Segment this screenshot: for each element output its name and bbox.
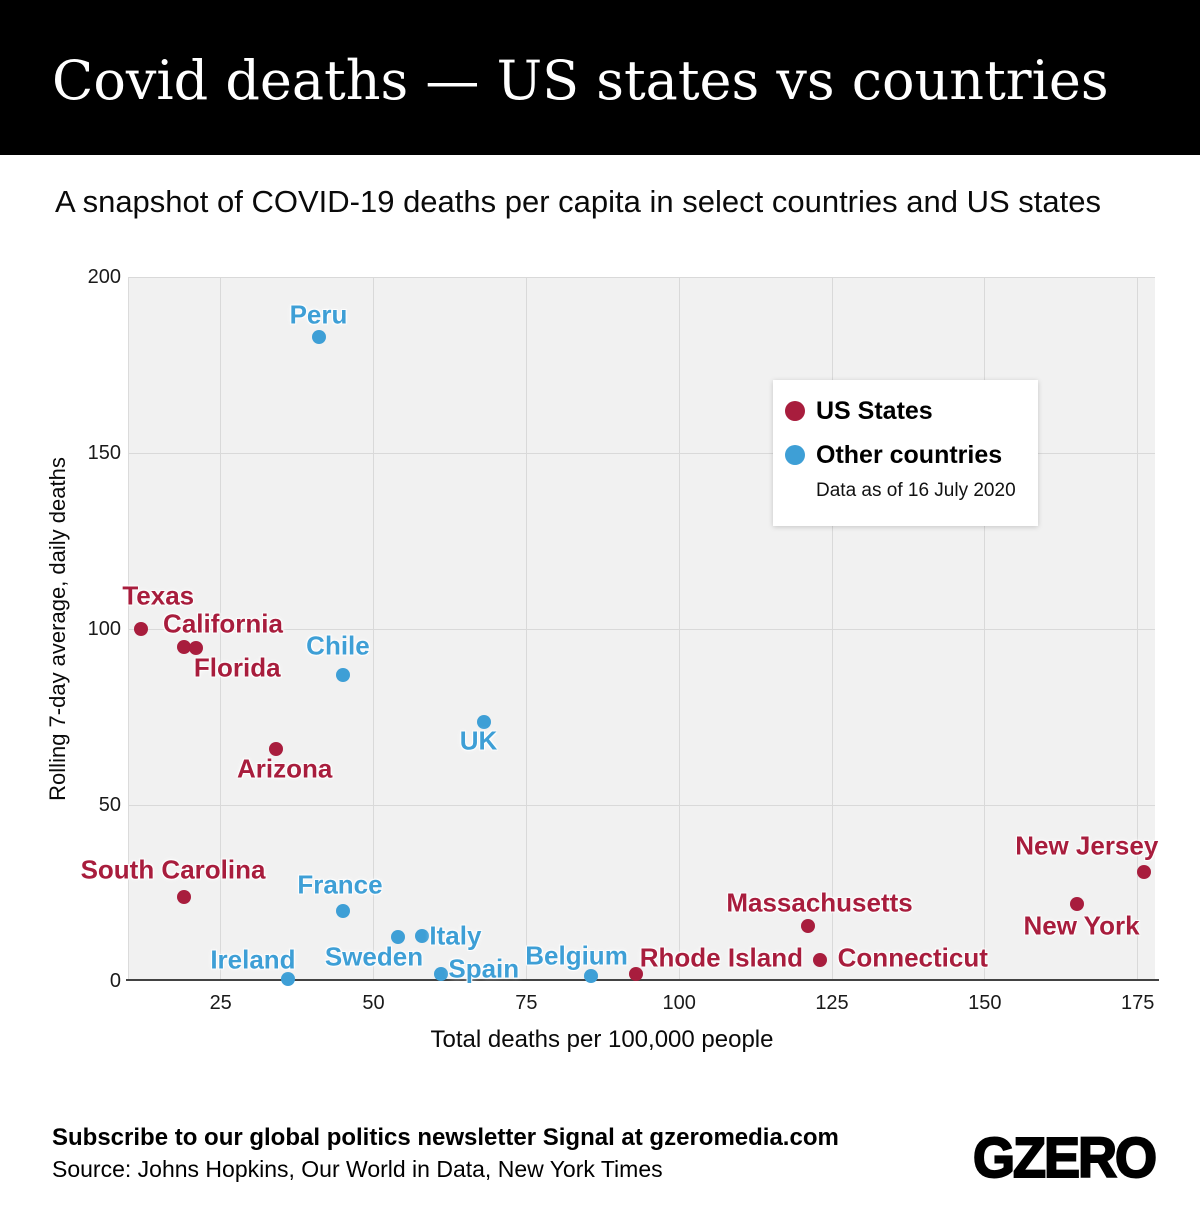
x-tick-label: 175 bbox=[1120, 992, 1155, 1014]
footer-source-text: Source: Johns Hopkins, Our World in Data… bbox=[52, 1156, 663, 1182]
point-label-south-carolina: South Carolina bbox=[80, 854, 266, 885]
legend-item-us-states: US States bbox=[785, 396, 933, 425]
legend-label-other-countries: Other countries bbox=[816, 440, 1003, 469]
gridline-y-100 bbox=[129, 628, 1155, 630]
legend-note: Data as of 16 July 2020 bbox=[816, 480, 1016, 501]
legend-label-us-states: US States bbox=[816, 396, 933, 425]
legend: US States Other countries Data as of 16 … bbox=[773, 380, 1038, 526]
gzero-logo: GZERO bbox=[972, 1126, 1158, 1190]
point-label-texas: Texas bbox=[122, 580, 195, 611]
legend-item-other-countries: Other countries bbox=[785, 440, 1003, 469]
footer-subscribe-text: Subscribe to our global politics newslet… bbox=[52, 1124, 839, 1151]
data-point-arizona bbox=[268, 741, 283, 756]
point-label-ireland: Ireland bbox=[210, 944, 296, 975]
y-tick-label: 100 bbox=[87, 618, 121, 640]
point-label-new-york: New York bbox=[1023, 910, 1140, 941]
data-point-peru bbox=[311, 329, 326, 344]
x-axis-line bbox=[126, 979, 1159, 981]
x-tick-label: 50 bbox=[362, 992, 385, 1014]
data-point-south-carolina bbox=[177, 889, 192, 904]
gridline-y-150 bbox=[129, 452, 1155, 454]
x-tick-label: 150 bbox=[968, 992, 1002, 1014]
x-tick-label: 25 bbox=[209, 992, 232, 1014]
gridline-y-200 bbox=[129, 276, 1155, 278]
data-point-spain bbox=[433, 966, 448, 981]
y-tick-label: 0 bbox=[109, 970, 121, 992]
point-label-italy: Italy bbox=[429, 920, 482, 951]
data-point-rhode-island bbox=[629, 966, 644, 981]
x-tick-label: 75 bbox=[515, 992, 538, 1014]
data-point-italy bbox=[415, 929, 430, 944]
data-point-connecticut bbox=[812, 952, 827, 967]
data-point-texas bbox=[134, 622, 149, 636]
data-point-france bbox=[335, 903, 350, 918]
point-label-florida: Florida bbox=[193, 652, 281, 683]
data-point-new-york bbox=[1069, 896, 1084, 911]
y-tick-label: 200 bbox=[87, 266, 121, 288]
gridline-y-50 bbox=[129, 804, 1155, 806]
point-label-california: California bbox=[163, 608, 283, 639]
point-label-peru: Peru bbox=[289, 299, 348, 330]
data-point-california bbox=[177, 639, 192, 654]
page-title: Covid deaths — US states vs countries bbox=[52, 49, 1109, 112]
data-point-belgium bbox=[583, 968, 598, 983]
data-point-massachusetts bbox=[800, 919, 815, 934]
data-point-florida bbox=[189, 641, 204, 656]
data-point-chile bbox=[335, 667, 350, 682]
point-label-arizona: Arizona bbox=[237, 753, 333, 784]
data-point-uk bbox=[476, 715, 491, 730]
us-states-dot-icon bbox=[785, 401, 805, 421]
point-label-uk: UK bbox=[459, 725, 498, 756]
point-label-belgium: Belgium bbox=[525, 940, 628, 971]
point-label-spain: Spain bbox=[448, 953, 520, 984]
x-axis-title: Total deaths per 100,000 people bbox=[430, 1026, 774, 1053]
other-countries-dot-icon bbox=[785, 445, 805, 465]
y-tick-label: 150 bbox=[87, 442, 121, 464]
header-banner: Covid deaths — US states vs countries bbox=[0, 0, 1200, 155]
data-point-ireland bbox=[280, 972, 295, 987]
point-label-sweden: Sweden bbox=[324, 941, 424, 972]
x-tick-label: 100 bbox=[662, 992, 696, 1014]
x-tick-label: 125 bbox=[815, 992, 849, 1014]
data-point-new-jersey bbox=[1136, 864, 1151, 879]
point-label-france: France bbox=[297, 869, 383, 900]
y-tick-label: 50 bbox=[98, 794, 121, 816]
point-label-massachusetts: Massachusetts bbox=[726, 887, 913, 918]
point-label-connecticut: Connecticut bbox=[837, 942, 988, 973]
point-label-new-jersey: New Jersey bbox=[1015, 830, 1159, 861]
point-label-chile: Chile bbox=[306, 630, 370, 661]
point-label-rhode-island: Rhode Island bbox=[639, 942, 803, 973]
data-point-sweden bbox=[390, 930, 405, 944]
chart-subtitle: A snapshot of COVID-19 deaths per capita… bbox=[55, 184, 1101, 219]
